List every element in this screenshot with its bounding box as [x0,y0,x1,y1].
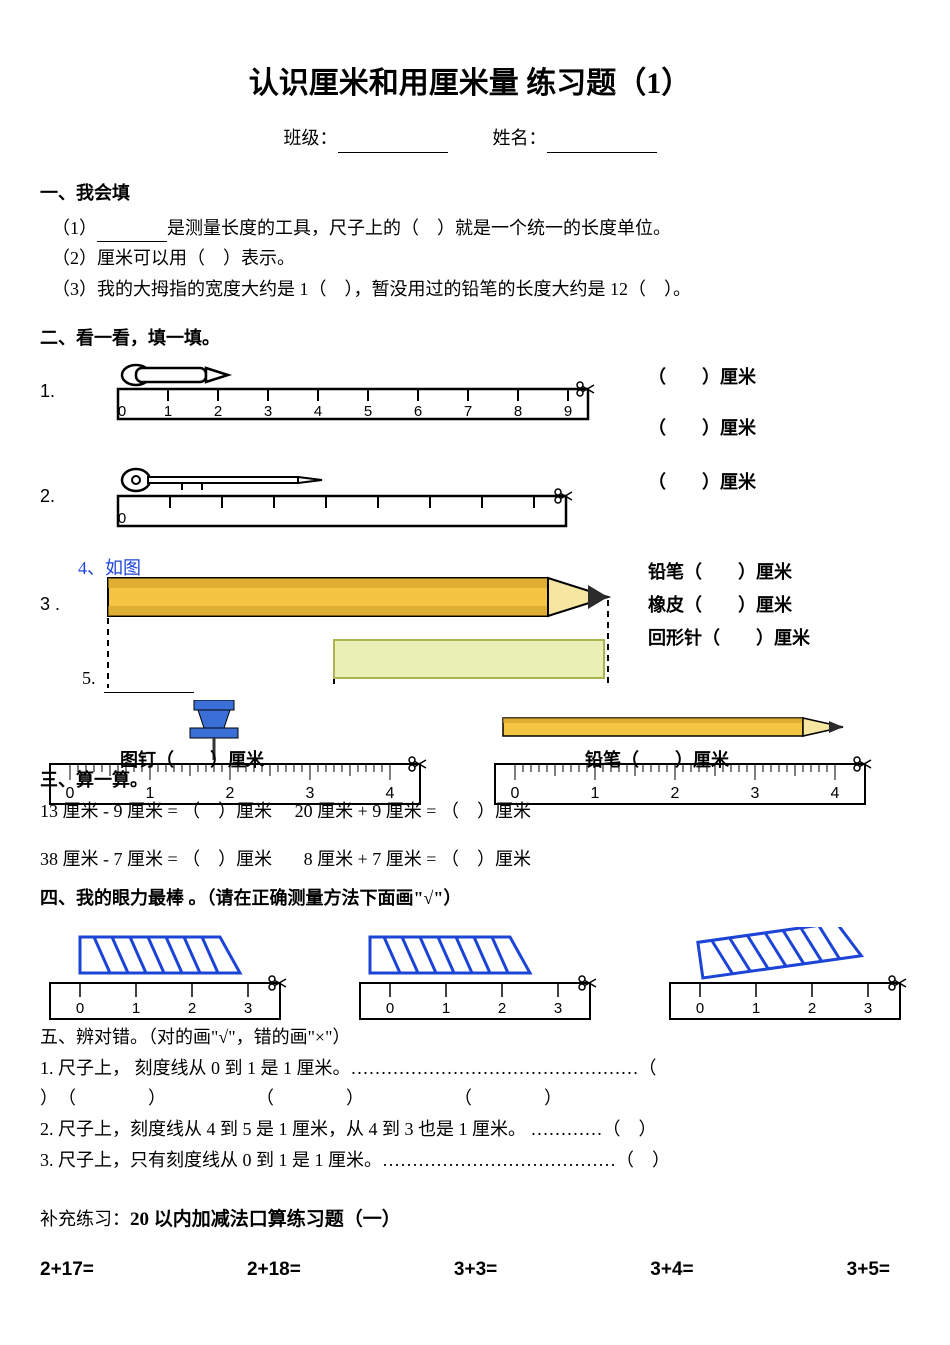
eraserfig3-svg: 0 1 2 3 [660,927,920,1037]
pencil-blank[interactable]: 铅笔（ ）厘米 [648,558,900,587]
eraserfig1-svg: 0 1 2 3 [40,927,300,1037]
name-label: 姓名： [493,128,547,148]
arith-3[interactable]: 3+3= [454,1255,497,1285]
eraserfig-1: 0 1 2 3 [40,927,300,1037]
sec5-q3[interactable]: 3. 尺子上，只有刻度线从 0 到 1 是 1 厘米。…………………………………… [40,1146,900,1175]
sec2-row2: 2. 0 [40,464,900,536]
sec1-q1-blank[interactable] [97,224,167,242]
sec1-q2-text: 厘米可以用（ ）表示。 [97,248,295,268]
svg-text:2: 2 [498,1000,506,1017]
sec1-q3: （3）我的大拇指的宽度大约是 1（ ），暂没用过的铅笔的长度大约是 12（ ）。 [52,275,900,304]
page-title: 认识厘米和用厘米量 练习题（1） [40,60,900,108]
arith-1[interactable]: 2+17= [40,1255,94,1285]
arith-4[interactable]: 3+4= [650,1255,693,1285]
sec1-q1-text: 是测量长度的工具，尺子上的（ ）就是一个统一的长度单位。 [167,218,671,238]
class-label: 班级： [284,128,338,148]
supp-head-a: 补充练习： [40,1209,130,1229]
svg-text:0: 0 [696,1000,704,1017]
sec2-fig1: 0 1 2 3 4 5 6 7 8 9 [68,359,628,431]
sec1-q2-prefix: （2） [52,248,97,268]
eraserfig-2: 0 1 2 3 [350,927,610,1037]
svg-text:3: 3 [264,403,272,420]
eraser-blank[interactable]: 橡皮（ ）厘米 [648,591,900,620]
svg-text:6: 6 [414,403,422,420]
sec2-fig3: 4、如图 5. [68,554,628,694]
sec1-q3-text: 我的大拇指的宽度大约是 1（ ），暂没用过的铅笔的长度大约是 12（ ）。 [97,279,691,299]
eraserfig2-svg: 0 1 2 3 [350,927,610,1037]
sec2-blanks3: 铅笔（ ）厘米 橡皮（ ）厘米 回形针（ ）厘米 [628,554,900,656]
svg-text:1: 1 [442,1000,450,1017]
sec2-head: 二、看一看，填一填。 [40,324,900,353]
svg-text:0: 0 [118,510,126,527]
sec2-num5: 5. [82,664,194,693]
sec2-blanks2: （ ）厘米 [628,464,900,501]
svg-text:2: 2 [188,1000,196,1017]
sec4-head: 四、我的眼力最棒 。（请在正确测量方法下面画"√"） [40,884,900,913]
sec5-q1-close[interactable]: ） （ ） （ ） （ ） [40,1084,900,1113]
class-blank[interactable] [338,135,448,153]
sec2-row3: 3 . 4、如图 5. 铅笔（ ）厘米 橡皮（ [40,554,900,694]
sec2-blank5[interactable] [104,675,194,693]
sec3-overlap: 三、算一算。 13 厘米 - 9 厘米 = （ ）厘米 20 厘米 + 9 厘米… [40,758,900,828]
sec1-q1-prefix: （1） [52,218,97,238]
sec3-row2: 38 厘米 - 7 厘米 = （ ）厘米 8 厘米 + 7 厘米 = （ ）厘米 [40,845,900,874]
blank-cm-1b[interactable]: （ ）厘米 [648,414,900,443]
blank-cm-1a[interactable]: （ ）厘米 [648,363,900,392]
sec1-q1: （1） 是测量长度的工具，尺子上的（ ）就是一个统一的长度单位。 [52,214,900,243]
arith-5[interactable]: 3+5= [847,1255,890,1285]
svg-text:0: 0 [76,1000,84,1017]
sec2-blanks1: （ ）厘米 （ ）厘米 [628,359,900,447]
svg-text:2: 2 [808,1000,816,1017]
sec3-head: 三、算一算。 [40,766,900,795]
calc-2a[interactable]: 38 厘米 - 7 厘米 = （ ）厘米 [40,849,272,869]
sec2-num3: 3 . [40,554,68,619]
svg-text:0: 0 [118,403,126,420]
calc-1a[interactable]: 13 厘米 - 9 厘米 = （ ）厘米 [40,801,272,821]
svg-text:5: 5 [364,403,372,420]
svg-text:7: 7 [464,403,472,420]
svg-text:2: 2 [214,403,222,420]
svg-text:1: 1 [164,403,172,420]
calc-1b[interactable]: 20 厘米 + 9 厘米 = （ ）厘米 [295,801,531,821]
sec5-q1-dots: …………………………………………（ [351,1058,657,1078]
svg-text:1: 1 [132,1000,140,1017]
arith-row: 2+17= 2+18= 3+3= 3+4= 3+5= [40,1255,900,1285]
sec3-row1: 13 厘米 - 9 厘米 = （ ）厘米 20 厘米 + 9 厘米 = （ ）厘… [40,797,900,826]
svg-text:9: 9 [564,403,572,420]
svg-text:0: 0 [386,1000,394,1017]
sec2-num4: 4、如图 [78,554,141,583]
blank-cm-2[interactable]: （ ）厘米 [648,468,900,497]
svg-text:3: 3 [864,1000,872,1017]
clip-blank[interactable]: 回形针（ ）厘米 [648,624,900,653]
sec2-num5-label: 5. [82,668,96,688]
name-blank[interactable] [547,135,657,153]
sec2-row1: 1. 0 1 2 3 4 5 6 7 [40,359,900,447]
ruler1-svg: 0 1 2 3 4 5 6 7 8 9 [68,359,608,431]
sec2-fig2: 0 [68,464,628,536]
svg-text:1: 1 [752,1000,760,1017]
sec2-row5: 01234 图钉（ ）厘米 [40,700,900,829]
arith-2[interactable]: 2+18= [247,1255,301,1285]
sec5-q1: 1. 尺子上， 刻度线从 0 到 1 是 1 厘米。……………………………………… [40,1054,900,1083]
sec5-q1-text: 1. 尺子上， 刻度线从 0 到 1 是 1 厘米。 [40,1058,351,1078]
supp-head: 补充练习：20 以内加减法口算练习题（一） [40,1205,900,1235]
svg-text:3: 3 [554,1000,562,1017]
sec1-q2: （2）厘米可以用（ ）表示。 [52,244,900,273]
ruler2-svg: 0 [68,464,608,532]
calc-2b[interactable]: 8 厘米 + 7 厘米 = （ ）厘米 [304,849,531,869]
eraserfig-3: 0 1 2 3 [660,927,920,1037]
svg-text:8: 8 [514,403,522,420]
supp-head-b: 20 以内加减法口算练习题（一） [130,1209,401,1230]
svg-text:3: 3 [244,1000,252,1017]
sec1-body: （1） 是测量长度的工具，尺子上的（ ）就是一个统一的长度单位。 （2）厘米可以用… [40,214,900,304]
sec4-figs: 0 1 2 3 [40,927,900,1037]
sec5-q2[interactable]: 2. 尺子上，刻度线从 4 到 5 是 1 厘米，从 4 到 3 也是 1 厘米… [40,1115,900,1144]
svg-text:4: 4 [314,403,322,420]
sec1-head: 一、我会填 [40,179,900,208]
sec1-q3-prefix: （3） [52,279,97,299]
sec2-num2: 2. [40,464,68,511]
subtitle-row: 班级： 姓名： [40,124,900,153]
sec2-num1: 1. [40,359,68,406]
